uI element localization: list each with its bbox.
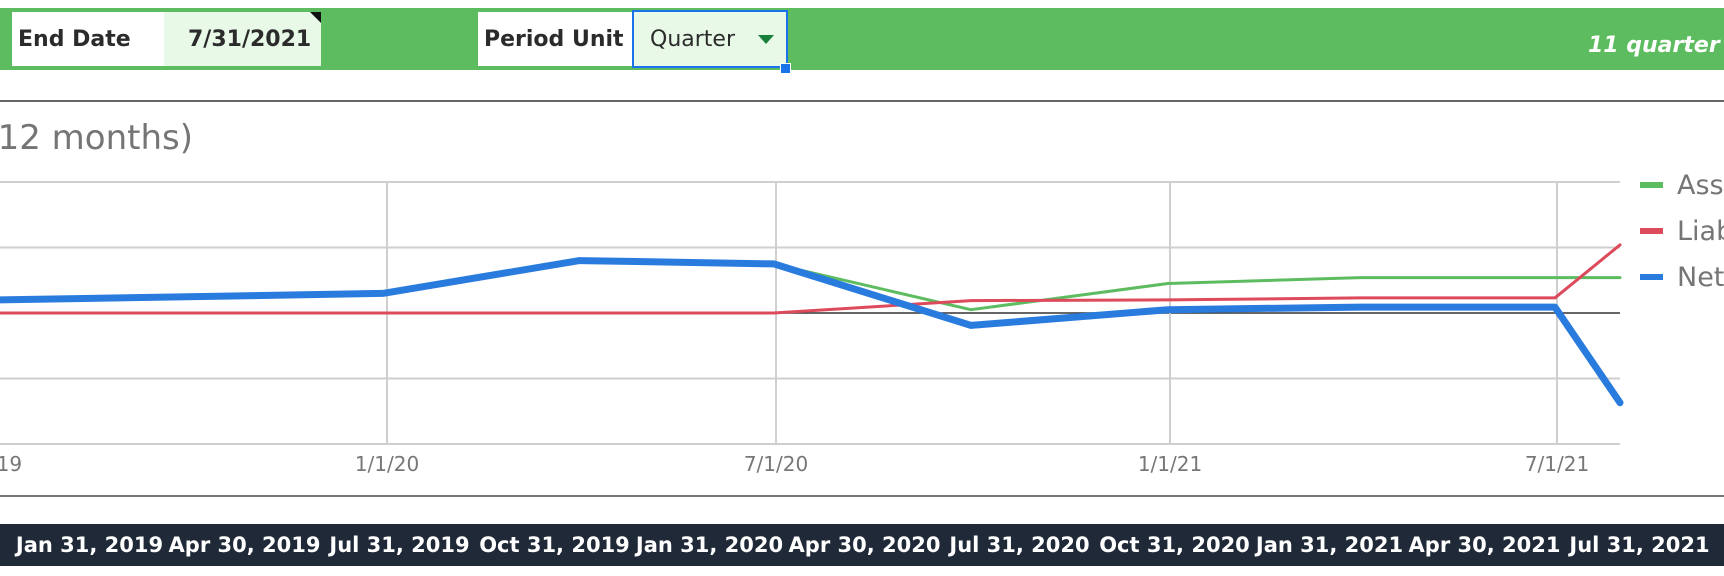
period-date-header-row: Jan 31, 2019 Apr 30, 2019 Jul 31, 2019 O…	[0, 524, 1724, 566]
legend-label: Liab	[1677, 215, 1724, 247]
date-header-cell[interactable]: Apr 30, 2020	[788, 533, 941, 557]
series-line-liab	[0, 243, 1622, 315]
date-header-cell[interactable]: Jan 31, 2020	[635, 533, 784, 557]
date-header-cell[interactable]: Oct 31, 2020	[1099, 533, 1250, 557]
date-header-cell[interactable]: Jul 31, 2019	[329, 533, 470, 557]
date-header-cell[interactable]: Apr 30, 2021	[1408, 533, 1561, 557]
legend-swatch	[1640, 228, 1663, 234]
end-date-label: End Date	[12, 12, 164, 66]
date-header-cell[interactable]: Jul 31, 2020	[949, 533, 1090, 557]
x-tick-label: /19	[0, 452, 23, 476]
cell-fill-handle[interactable]	[780, 63, 791, 74]
chart-title: o 12 months)	[0, 118, 194, 158]
legend-swatch	[1640, 182, 1663, 188]
chart-series	[0, 243, 1624, 407]
chevron-down-icon[interactable]	[758, 35, 774, 44]
date-header-cell[interactable]: Oct 31, 2019	[479, 533, 630, 557]
legend-label: Net	[1677, 261, 1724, 293]
legend-label: Ass	[1677, 169, 1724, 201]
date-header-cell[interactable]: Apr 30, 2019	[168, 533, 321, 557]
series-line-net	[0, 257, 1624, 407]
x-tick-label: 1/1/21	[1137, 452, 1203, 476]
chart-bottom-border	[0, 495, 1724, 497]
legend-swatch	[1640, 274, 1663, 280]
period-unit-dropdown[interactable]: Quarter	[632, 10, 788, 68]
legend-item-assets: Ass	[1640, 169, 1724, 201]
x-tick-label: 7/1/21	[1524, 452, 1590, 476]
series-line-ass	[0, 259, 1622, 312]
chart-top-border	[0, 100, 1724, 102]
date-header-cell[interactable]: Jan 31, 2019	[15, 533, 164, 557]
period-unit-label: Period Unit	[478, 12, 632, 66]
legend-item-net: Net	[1640, 261, 1724, 293]
end-date-input[interactable]: 7/31/2021	[164, 12, 321, 66]
x-tick-label: 1/1/20	[354, 452, 420, 476]
x-tick-label: 7/1/20	[743, 452, 809, 476]
period-count-note: 11 quarter per	[1588, 33, 1724, 58]
end-date-value: 7/31/2021	[188, 26, 312, 52]
legend-item-liabilities: Liab	[1640, 215, 1724, 247]
period-unit-value: Quarter	[650, 26, 735, 52]
cell-note-indicator-icon[interactable]	[310, 12, 321, 23]
controls-bar: End Date 7/31/2021 Period Unit Quarter 1…	[0, 8, 1724, 70]
date-header-cell[interactable]: Jul 31, 2021	[1569, 533, 1710, 557]
date-header-cell[interactable]: Jan 31, 2021	[1255, 533, 1404, 557]
